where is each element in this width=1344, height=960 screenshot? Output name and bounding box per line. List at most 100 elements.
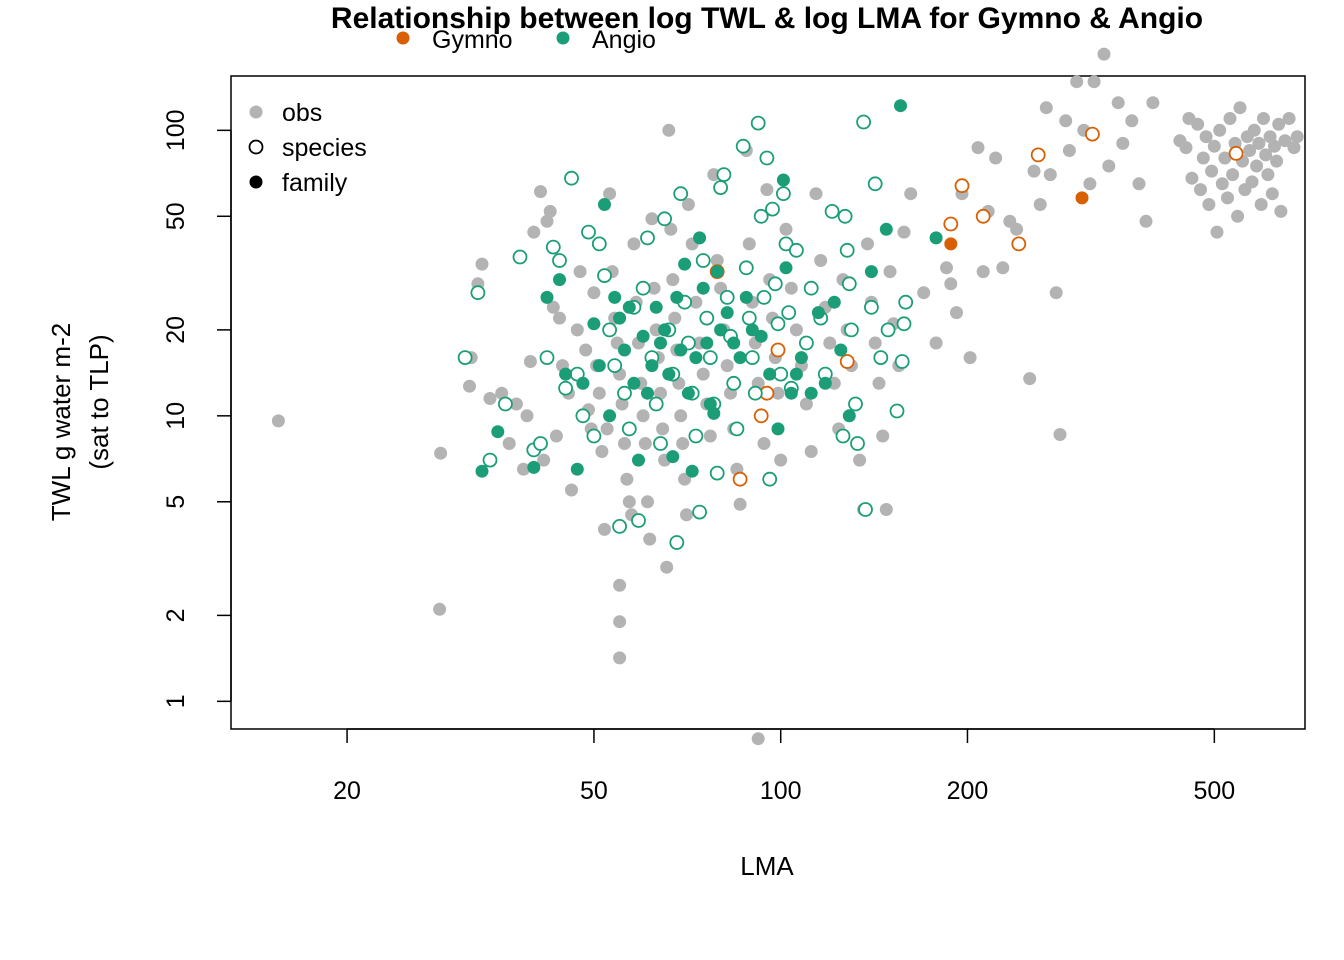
angio-species-point bbox=[591, 236, 607, 252]
obs-point bbox=[271, 414, 285, 428]
obs-point bbox=[647, 281, 661, 295]
angio-species-point bbox=[789, 242, 804, 258]
x-tick-label: 200 bbox=[947, 777, 989, 805]
obs-point bbox=[1270, 154, 1284, 168]
obs-point bbox=[996, 261, 1010, 275]
angio-species-point bbox=[669, 535, 685, 550]
x-axis-label: LMA bbox=[740, 851, 794, 881]
obs-point bbox=[1179, 141, 1193, 155]
angio-family-point bbox=[727, 336, 741, 350]
gymno-species-point bbox=[732, 471, 748, 487]
obs-point bbox=[434, 446, 448, 460]
x-tick-label: 20 bbox=[333, 777, 361, 805]
angio-species-point bbox=[558, 380, 573, 396]
obs-point bbox=[1059, 114, 1073, 128]
angio-family-point bbox=[540, 290, 554, 304]
obs-point bbox=[638, 437, 652, 450]
angio-family-point bbox=[789, 367, 803, 381]
level-legend-item: obs bbox=[249, 99, 322, 127]
angio-species-point bbox=[744, 350, 760, 366]
obs-point bbox=[883, 265, 897, 279]
obs-point bbox=[570, 323, 584, 337]
obs-point bbox=[971, 141, 985, 155]
angio-species-point bbox=[539, 350, 555, 366]
angio-family-point bbox=[689, 351, 703, 365]
obs-point bbox=[1231, 209, 1245, 223]
angio-species-point bbox=[716, 167, 732, 183]
obs-point bbox=[534, 185, 547, 199]
obs-point bbox=[523, 355, 537, 368]
obs-point bbox=[1039, 101, 1053, 115]
angio-species-point bbox=[864, 299, 879, 315]
angio-species-point bbox=[856, 114, 871, 130]
gymno-family-point bbox=[1075, 191, 1089, 205]
obs-point bbox=[1282, 112, 1296, 125]
obs-point bbox=[680, 508, 693, 522]
gymno-species-point bbox=[753, 408, 769, 424]
obs-point bbox=[618, 437, 631, 450]
angio-family-point bbox=[707, 406, 721, 420]
angio-species-point bbox=[702, 350, 718, 366]
obs-point bbox=[654, 386, 667, 400]
obs-point bbox=[1196, 151, 1210, 165]
level-legend-marker bbox=[249, 105, 263, 119]
obs-point bbox=[1223, 112, 1237, 125]
obs-point bbox=[751, 732, 765, 746]
angio-family-point bbox=[776, 173, 790, 187]
angio-family-point bbox=[842, 409, 856, 423]
angio-species-point bbox=[597, 268, 612, 284]
angio-species-point bbox=[648, 396, 664, 412]
obs-point bbox=[549, 429, 563, 443]
angio-species-point bbox=[673, 186, 689, 202]
obs-point bbox=[1247, 123, 1261, 137]
angio-species-point bbox=[612, 519, 627, 534]
angio-species-point bbox=[657, 211, 672, 227]
obs-point bbox=[1027, 164, 1041, 178]
angio-species-point bbox=[844, 322, 859, 338]
obs-point bbox=[613, 651, 627, 665]
angio-species-point bbox=[756, 289, 772, 305]
angio-species-point bbox=[837, 208, 853, 224]
angio-family-point bbox=[636, 329, 650, 343]
angio-species-point bbox=[776, 186, 791, 202]
angio-species-point bbox=[896, 316, 912, 332]
obs-point bbox=[433, 602, 447, 616]
angio-family-point bbox=[613, 311, 627, 325]
angio-species-point bbox=[848, 396, 863, 412]
level-legend-marker bbox=[249, 175, 263, 189]
group-legend-item: Angio bbox=[556, 26, 656, 54]
obs-point bbox=[779, 222, 793, 236]
angio-family-point bbox=[645, 359, 659, 373]
angio-species-point bbox=[709, 465, 725, 481]
angio-species-point bbox=[759, 150, 775, 166]
obs-point bbox=[757, 437, 771, 450]
obs-point bbox=[689, 295, 703, 309]
obs-point bbox=[1268, 139, 1281, 153]
angio-species-point bbox=[835, 428, 851, 444]
y-axis: 1 2 5 10 20 50 100 bbox=[162, 109, 232, 708]
obs-point bbox=[463, 379, 476, 393]
obs-point bbox=[1049, 286, 1063, 300]
obs-point bbox=[1259, 148, 1273, 162]
y-tick-label: 1 bbox=[162, 694, 190, 708]
obs-point bbox=[1125, 114, 1139, 128]
obs-point bbox=[573, 265, 587, 279]
angio-family-point bbox=[559, 367, 573, 381]
obs-point bbox=[664, 222, 678, 236]
obs-point bbox=[1191, 117, 1205, 131]
obs-point bbox=[495, 386, 509, 400]
angio-family-point bbox=[720, 306, 734, 320]
angio-species-point bbox=[631, 513, 646, 528]
obs-point bbox=[620, 472, 634, 486]
angio-family-point bbox=[598, 198, 611, 211]
obs-point bbox=[789, 323, 803, 337]
obs-point bbox=[876, 429, 890, 443]
obs-point bbox=[1254, 198, 1268, 211]
angio-family-point bbox=[834, 343, 848, 357]
obs-point bbox=[666, 273, 680, 287]
angio-family-point bbox=[662, 367, 676, 381]
angio-species-point bbox=[688, 428, 704, 444]
obs-point bbox=[720, 359, 734, 373]
y-tick-label: 5 bbox=[162, 495, 190, 509]
